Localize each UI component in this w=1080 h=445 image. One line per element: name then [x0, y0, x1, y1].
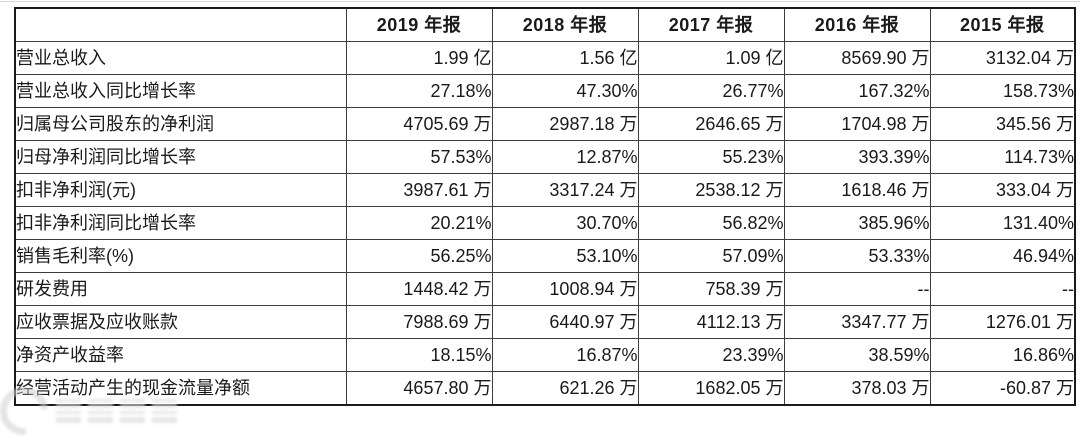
- value-cell: 53.10%: [491, 239, 639, 273]
- value-cell: 621.26 万: [491, 371, 639, 406]
- value-cell: 1.99 亿: [345, 41, 493, 75]
- value-cell: 345.56 万: [929, 107, 1076, 141]
- value-cell: 378.03 万: [783, 371, 931, 406]
- value-cell: 57.53%: [345, 140, 493, 174]
- value-cell: 12.87%: [491, 140, 639, 174]
- value-cell: 16.87%: [491, 338, 639, 372]
- year-column-header: 2017 年报: [637, 7, 785, 42]
- value-cell: -60.87 万: [929, 371, 1076, 406]
- value-cell: 1276.01 万: [929, 305, 1076, 339]
- table-row: 应收票据及应收账款 7988.69 万 6440.97 万 4112.13 万 3347…: [14, 305, 1076, 339]
- table-row: 扣非净利润同比增长率 20.21% 30.70% 56.82% 385.96% 131.4…: [14, 206, 1076, 240]
- metric-column-header: [14, 7, 347, 42]
- year-column-header: 2019 年报: [345, 7, 493, 42]
- top-divider-line: [0, 1, 1080, 2]
- table-row: 营业总收入 1.99 亿 1.56 亿 1.09 亿 8569.90 万 3132.04 …: [14, 41, 1076, 75]
- value-cell: 1008.94 万: [491, 272, 639, 306]
- value-cell: --: [929, 272, 1076, 306]
- value-cell: 1.09 亿: [637, 41, 785, 75]
- row-label-cell: 经营活动产生的现金流量净额: [14, 371, 347, 406]
- table-row: 营业总收入同比增长率 27.18% 47.30% 26.77% 167.32% 158.7…: [14, 74, 1076, 108]
- row-label-cell: 扣非净利润(元): [14, 173, 347, 207]
- value-cell: 38.59%: [783, 338, 931, 372]
- value-cell: 1704.98 万: [783, 107, 931, 141]
- row-label-cell: 扣非净利润同比增长率: [14, 206, 347, 240]
- value-cell: 6440.97 万: [491, 305, 639, 339]
- value-cell: 1618.46 万: [783, 173, 931, 207]
- row-label-cell: 归属母公司股东的净利润: [14, 107, 347, 141]
- value-cell: 4657.80 万: [345, 371, 493, 406]
- value-cell: 56.25%: [345, 239, 493, 273]
- value-cell: 3317.24 万: [491, 173, 639, 207]
- value-cell: 4112.13 万: [637, 305, 785, 339]
- value-cell: 27.18%: [345, 74, 493, 108]
- value-cell: 30.70%: [491, 206, 639, 240]
- value-cell: 7988.69 万: [345, 305, 493, 339]
- value-cell: 3347.77 万: [783, 305, 931, 339]
- table-row: 归属母公司股东的净利润 4705.69 万 2987.18 万 2646.65 万 17…: [14, 107, 1076, 141]
- value-cell: 4705.69 万: [345, 107, 493, 141]
- value-cell: 23.39%: [637, 338, 785, 372]
- value-cell: 18.15%: [345, 338, 493, 372]
- row-label-cell: 销售毛利率(%): [14, 239, 347, 273]
- header-row: 2019 年报 2018 年报 2017 年报 2016 年报 2015 年报: [14, 7, 1076, 42]
- value-cell: 758.39 万: [637, 272, 785, 306]
- table-body: 营业总收入 1.99 亿 1.56 亿 1.09 亿 8569.90 万 3132.04 …: [14, 41, 1076, 406]
- value-cell: 47.30%: [491, 74, 639, 108]
- row-label-cell: 净资产收益率: [14, 338, 347, 372]
- table-row: 扣非净利润(元) 3987.61 万 3317.24 万 2538.12 万 1618.…: [14, 173, 1076, 207]
- year-column-header: 2015 年报: [929, 7, 1076, 42]
- row-label-cell: 归母净利润同比增长率: [14, 140, 347, 174]
- value-cell: 2538.12 万: [637, 173, 785, 207]
- value-cell: 16.86%: [929, 338, 1076, 372]
- value-cell: 57.09%: [637, 239, 785, 273]
- value-cell: 158.73%: [929, 74, 1076, 108]
- row-label-cell: 研发费用: [14, 272, 347, 306]
- year-column-header: 2016 年报: [783, 7, 931, 42]
- value-cell: 3132.04 万: [929, 41, 1076, 75]
- row-label-cell: 营业总收入: [14, 41, 347, 75]
- value-cell: 393.39%: [783, 140, 931, 174]
- value-cell: 131.40%: [929, 206, 1076, 240]
- value-cell: 3987.61 万: [345, 173, 493, 207]
- row-label-cell: 应收票据及应收账款: [14, 305, 347, 339]
- value-cell: --: [783, 272, 931, 306]
- value-cell: 26.77%: [637, 74, 785, 108]
- table-header: 2019 年报 2018 年报 2017 年报 2016 年报 2015 年报: [14, 7, 1076, 42]
- table-row: 研发费用 1448.42 万 1008.94 万 758.39 万 -- --: [14, 272, 1076, 306]
- row-label-cell: 营业总收入同比增长率: [14, 74, 347, 108]
- value-cell: 167.32%: [783, 74, 931, 108]
- value-cell: 53.33%: [783, 239, 931, 273]
- value-cell: 1682.05 万: [637, 371, 785, 406]
- value-cell: 56.82%: [637, 206, 785, 240]
- value-cell: 46.94%: [929, 239, 1076, 273]
- value-cell: 114.73%: [929, 140, 1076, 174]
- value-cell: 2646.65 万: [637, 107, 785, 141]
- value-cell: 2987.18 万: [491, 107, 639, 141]
- value-cell: 55.23%: [637, 140, 785, 174]
- value-cell: 1448.42 万: [345, 272, 493, 306]
- year-column-header: 2018 年报: [491, 7, 639, 42]
- value-cell: 333.04 万: [929, 173, 1076, 207]
- table-row: 销售毛利率(%) 56.25% 53.10% 57.09% 53.33% 46.94%: [14, 239, 1076, 273]
- table-row: 净资产收益率 18.15% 16.87% 23.39% 38.59% 16.86%: [14, 338, 1076, 372]
- financial-table: 2019 年报 2018 年报 2017 年报 2016 年报 2015 年报 营业总收…: [14, 7, 1076, 406]
- value-cell: 20.21%: [345, 206, 493, 240]
- value-cell: 1.56 亿: [491, 41, 639, 75]
- value-cell: 8569.90 万: [783, 41, 931, 75]
- value-cell: 385.96%: [783, 206, 931, 240]
- table-row: 归母净利润同比增长率 57.53% 12.87% 55.23% 393.39% 114.7…: [14, 140, 1076, 174]
